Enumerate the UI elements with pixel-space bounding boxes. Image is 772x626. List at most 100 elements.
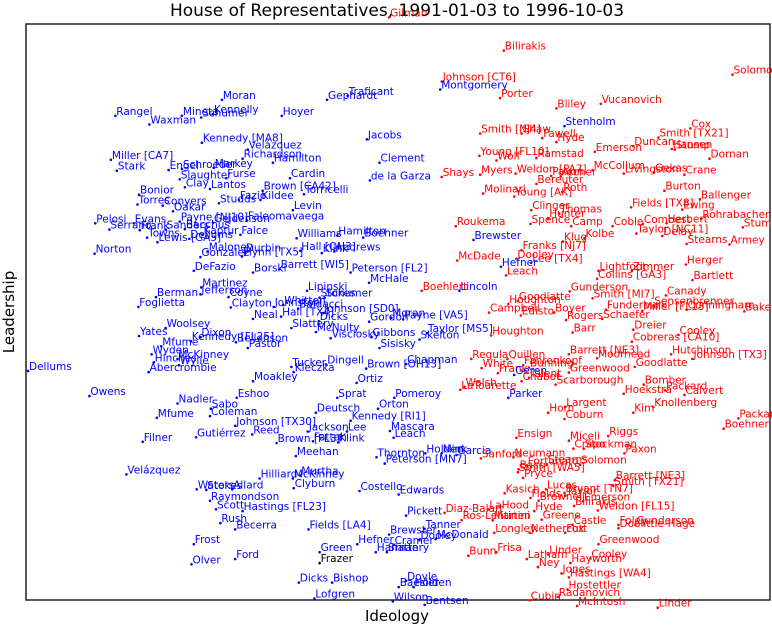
data-point-label: Packard: [666, 380, 707, 392]
data-point: [663, 389, 667, 392]
data-point: [684, 263, 688, 266]
data-point: [164, 228, 167, 231]
data-point: [629, 206, 633, 209]
data-point-label: Taylor [MS5]: [427, 323, 493, 335]
data-point: [214, 508, 218, 511]
data-point: [251, 379, 255, 383]
data-point-label: Slattery: [292, 318, 333, 330]
data-point: [527, 366, 531, 369]
data-point-label: LaTourette: [461, 380, 516, 392]
data-point-label: Edisto: [522, 305, 554, 317]
data-point: [387, 533, 391, 536]
data-point: [199, 116, 203, 119]
data-point: [314, 411, 318, 415]
data-point-label: Sabo: [212, 399, 238, 411]
data-point-label: Kildee: [261, 190, 293, 202]
data-point: [743, 310, 746, 313]
data-point-label: Fields [TX8]: [632, 197, 694, 209]
data-point: [478, 132, 482, 135]
data-point: [567, 371, 571, 374]
data-point: [259, 198, 262, 202]
data-point: [180, 167, 184, 171]
data-point-label: Brewster: [475, 230, 522, 242]
data-point-label: Dellums: [29, 361, 72, 373]
data-point-label: Johnson [SD0]: [323, 303, 398, 315]
data-point-label: Hoyer: [283, 106, 315, 118]
data-point-label: Moakley: [254, 371, 298, 383]
data-point: [251, 271, 255, 274]
data-point: [434, 537, 438, 541]
data-point-label: Ballenger: [701, 189, 752, 201]
data-point-label: Berman: [157, 287, 198, 299]
data-point-label: Myers: [481, 165, 513, 177]
data-point-label: Waters: [198, 479, 235, 491]
data-point: [318, 550, 321, 554]
data-point-label: Rush: [221, 513, 247, 525]
data-point: [556, 595, 560, 599]
data-point: [544, 488, 548, 491]
data-point-label: McHale: [370, 273, 409, 285]
data-point-label: Woolsey: [167, 318, 211, 330]
data-point: [370, 335, 373, 339]
x-axis-label: Ideology: [365, 607, 429, 625]
data-point: [591, 168, 594, 172]
data-point-label: Brewster: [390, 525, 437, 537]
data-point: [641, 222, 645, 226]
data-point-label: Johnson [CT6]: [442, 72, 516, 84]
data-point-label: Boehner: [364, 228, 409, 240]
data-point-label: Gunderson: [571, 281, 628, 293]
data-point-label: Velázquez: [127, 464, 180, 476]
data-point-label: Martini: [494, 510, 530, 522]
data-point: [591, 297, 594, 300]
data-point: [177, 363, 181, 367]
data-point-label: Peterson [FL2]: [352, 263, 428, 275]
data-point-label: Baker [LA6]: [745, 301, 772, 313]
data-point-label: Linder: [549, 545, 583, 557]
data-point: [546, 553, 550, 556]
data-point-label: Gutiérrez: [197, 427, 246, 439]
data-point: [387, 16, 391, 19]
data-point-label: Smith [NJ4]: [481, 124, 541, 136]
data-point: [532, 509, 536, 513]
data-point: [612, 484, 615, 488]
data-point: [333, 250, 336, 253]
data-point: [233, 424, 237, 428]
data-point-label: Canady: [667, 285, 707, 297]
data-point: [632, 144, 635, 148]
data-point: [563, 405, 567, 409]
data-point: [722, 427, 725, 431]
data-point-label: Smith [MI7]: [594, 288, 655, 300]
data-point-label: Livingston: [625, 164, 679, 176]
data-point: [467, 554, 470, 557]
data-point: [567, 439, 571, 443]
data-point-label: Leach: [395, 428, 426, 440]
data-point-label: Bomber: [645, 375, 687, 387]
data-point: [155, 416, 159, 420]
data-point: [349, 271, 352, 274]
data-point: [189, 339, 193, 343]
data-point-label: Roth: [563, 182, 587, 194]
data-point-label: Kolbe: [586, 228, 615, 240]
data-point-label: Boyer: [555, 303, 586, 315]
data-point-label: Studds: [220, 193, 256, 205]
data-point-label: Fortunato: [528, 455, 579, 467]
data-point-label: Slaughter: [181, 169, 233, 181]
data-point: [623, 452, 626, 455]
data-point-label: Barr: [574, 323, 597, 335]
data-point: [630, 269, 634, 273]
data-point-label: Boehlert: [423, 281, 468, 293]
data-point-label: Dixon: [201, 327, 231, 339]
data-point: [229, 306, 233, 309]
data-point-label: McKinney: [179, 349, 230, 361]
data-point-label: Bilirakis: [575, 496, 616, 508]
data-point-label: Skelton: [421, 330, 460, 342]
data-point: [507, 302, 510, 306]
data-point-label: Brown [CA42]: [264, 181, 336, 193]
data-point-label: LaHood: [489, 499, 529, 511]
data-point-label: Thomas: [559, 204, 602, 216]
data-point-label: Boehner: [725, 419, 770, 431]
data-point-label: Crane: [685, 165, 716, 177]
data-point-label: Emerson: [596, 142, 642, 154]
data-point-label: Clayton: [232, 297, 272, 309]
